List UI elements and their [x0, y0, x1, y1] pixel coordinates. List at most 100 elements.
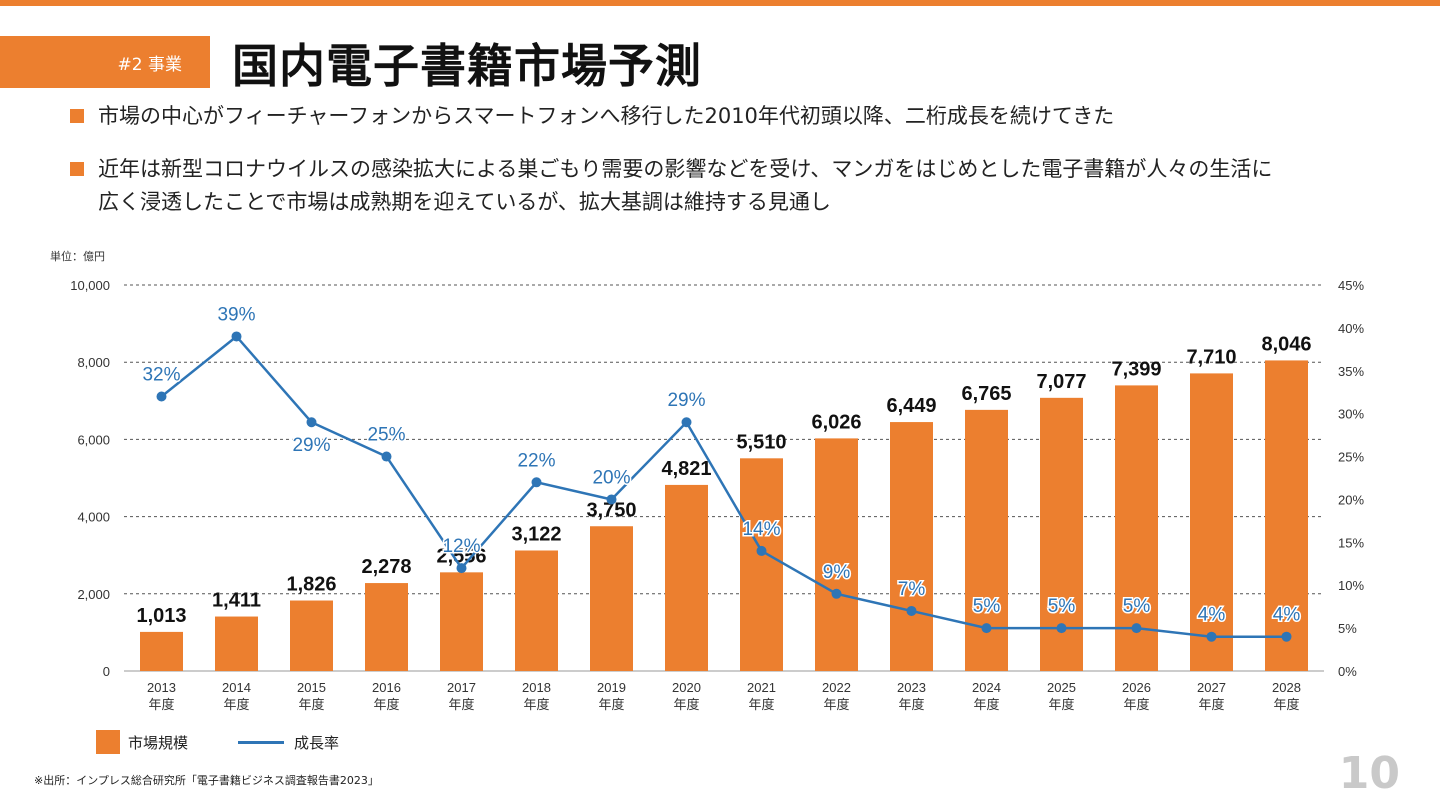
x-tick-label: 2014 — [222, 680, 251, 695]
x-tick-label: 年度 — [823, 697, 849, 713]
x-tick-label: 年度 — [223, 697, 249, 713]
growth-rate-label: 5% — [1048, 596, 1076, 617]
y-left-tick-label: 0 — [103, 664, 110, 679]
y-left-tick-label: 6,000 — [77, 432, 110, 447]
legend-line-label: 成長率 — [294, 733, 340, 752]
bar — [440, 572, 483, 671]
x-tick-label: 2017 — [447, 680, 476, 695]
bar-value-label: 8,046 — [1261, 333, 1311, 355]
growth-rate-label: 7% — [898, 579, 926, 600]
bullet-text: 市場の中心がフィーチャーフォンからスマートフォンへ移行した2010年代初頭以降、… — [98, 104, 1115, 128]
bar — [815, 438, 858, 671]
bar-value-label: 6,449 — [886, 395, 936, 417]
growth-rate-label: 4% — [1198, 605, 1226, 626]
x-tick-label: 2025 — [1047, 680, 1076, 695]
x-tick-label: 2024 — [972, 680, 1001, 695]
growth-rate-label: 29% — [667, 390, 705, 411]
growth-rate-point — [1206, 631, 1217, 642]
x-tick-label: 2015 — [297, 680, 326, 695]
legend-bar-swatch — [96, 730, 120, 754]
growth-rate-point — [831, 588, 842, 599]
source-note: ※出所：インプレス総合研究所「電子書籍ビジネス調査報告書2023」 — [34, 774, 379, 787]
y-right-tick-label: 25% — [1338, 450, 1364, 465]
bar — [1190, 373, 1233, 671]
y-right-tick-label: 30% — [1338, 407, 1364, 422]
bar — [590, 526, 633, 671]
bar-value-label: 6,765 — [961, 383, 1011, 405]
growth-rate-point — [231, 331, 242, 342]
growth-rate-label: 39% — [217, 304, 255, 325]
y-right-tick-label: 5% — [1338, 621, 1357, 636]
growth-rate-point — [1131, 623, 1142, 634]
x-tick-label: 年度 — [1273, 697, 1299, 713]
unit-label: 単位：億円 — [50, 250, 105, 263]
y-right-tick-label: 15% — [1338, 535, 1364, 550]
growth-rate-label: 25% — [367, 425, 405, 446]
growth-rate-point — [606, 494, 617, 505]
legend-line-swatch — [238, 740, 285, 744]
bullet-list: 市場の中心がフィーチャーフォンからスマートフォンへ移行した2010年代初頭以降、… — [70, 100, 1370, 239]
bar — [1265, 360, 1308, 671]
x-tick-label: 2019 — [597, 680, 626, 695]
x-tick-label: 年度 — [898, 697, 924, 713]
bar-value-label: 7,710 — [1186, 346, 1236, 368]
bar — [890, 422, 933, 671]
bullet-item: 市場の中心がフィーチャーフォンからスマートフォンへ移行した2010年代初頭以降、… — [70, 100, 1370, 133]
growth-rate-label: 4% — [1273, 605, 1301, 626]
x-tick-label: 年度 — [1048, 697, 1074, 713]
bar-value-label: 3,122 — [511, 523, 561, 545]
growth-rate-line — [160, 334, 1287, 638]
growth-rate-point — [756, 545, 767, 556]
y-right-tick-label: 20% — [1338, 492, 1364, 507]
bar — [740, 458, 783, 671]
growth-rate-point — [1056, 623, 1067, 634]
bar-value-label: 1,411 — [212, 590, 261, 612]
growth-rate-label: 5% — [1123, 596, 1151, 617]
chart-legend: 市場規模 成長率 — [96, 730, 339, 754]
bar-value-label: 6,026 — [811, 411, 861, 433]
growth-rate-point — [381, 451, 392, 462]
x-tick-label: 年度 — [298, 697, 324, 713]
y-right-tick-label: 0% — [1338, 664, 1357, 679]
page-title: 国内電子書籍市場予測 — [232, 39, 702, 93]
bar-value-label: 2,278 — [361, 556, 411, 578]
bar — [290, 600, 333, 671]
growth-rate-label: 20% — [592, 467, 630, 488]
x-tick-label: 2016 — [372, 680, 401, 695]
bullet-item: 近年は新型コロナウイルスの感染拡大による巣ごもり需要の影響などを受け、マンガをは… — [70, 153, 1370, 219]
x-tick-label: 2023 — [897, 680, 926, 695]
x-tick-label: 2020 — [672, 680, 701, 695]
bar-value-label: 1,826 — [286, 574, 336, 596]
bar — [665, 484, 708, 671]
section-tag: #2 事業 — [0, 36, 210, 88]
bar — [515, 550, 558, 671]
bar — [140, 631, 183, 671]
x-tick-label: 年度 — [973, 697, 999, 713]
y-right-tick-label: 40% — [1338, 321, 1364, 336]
x-tick-label: 年度 — [673, 697, 699, 713]
x-tick-label: 年度 — [1198, 697, 1224, 713]
x-tick-label: 2022 — [822, 680, 851, 695]
x-tick-label: 年度 — [748, 697, 774, 713]
growth-rate-point — [456, 563, 467, 574]
y-right-tick-label: 45% — [1338, 278, 1364, 293]
growth-rate-label: 14% — [742, 519, 780, 540]
x-tick-label: 年度 — [448, 697, 474, 713]
bar-value-label: 5,510 — [736, 431, 786, 453]
x-tick-label: 2021 — [747, 680, 776, 695]
x-tick-label: 年度 — [523, 697, 549, 713]
growth-rate-label: 9% — [823, 562, 851, 583]
y-left-tick-label: 2,000 — [77, 587, 110, 602]
y-right-tick-label: 35% — [1338, 364, 1364, 379]
growth-rate-point — [981, 623, 992, 634]
bar-value-label: 1,013 — [136, 605, 186, 627]
y-left-tick-label: 8,000 — [77, 355, 110, 370]
x-tick-label: 2028 — [1272, 680, 1301, 695]
y-right-tick-label: 10% — [1338, 578, 1364, 593]
x-tick-label: 2018 — [522, 680, 551, 695]
page-number: 10 — [1338, 748, 1400, 799]
bullet-square-icon — [70, 162, 84, 176]
growth-rate-point — [906, 605, 917, 616]
x-tick-label: 2013 — [147, 680, 176, 695]
